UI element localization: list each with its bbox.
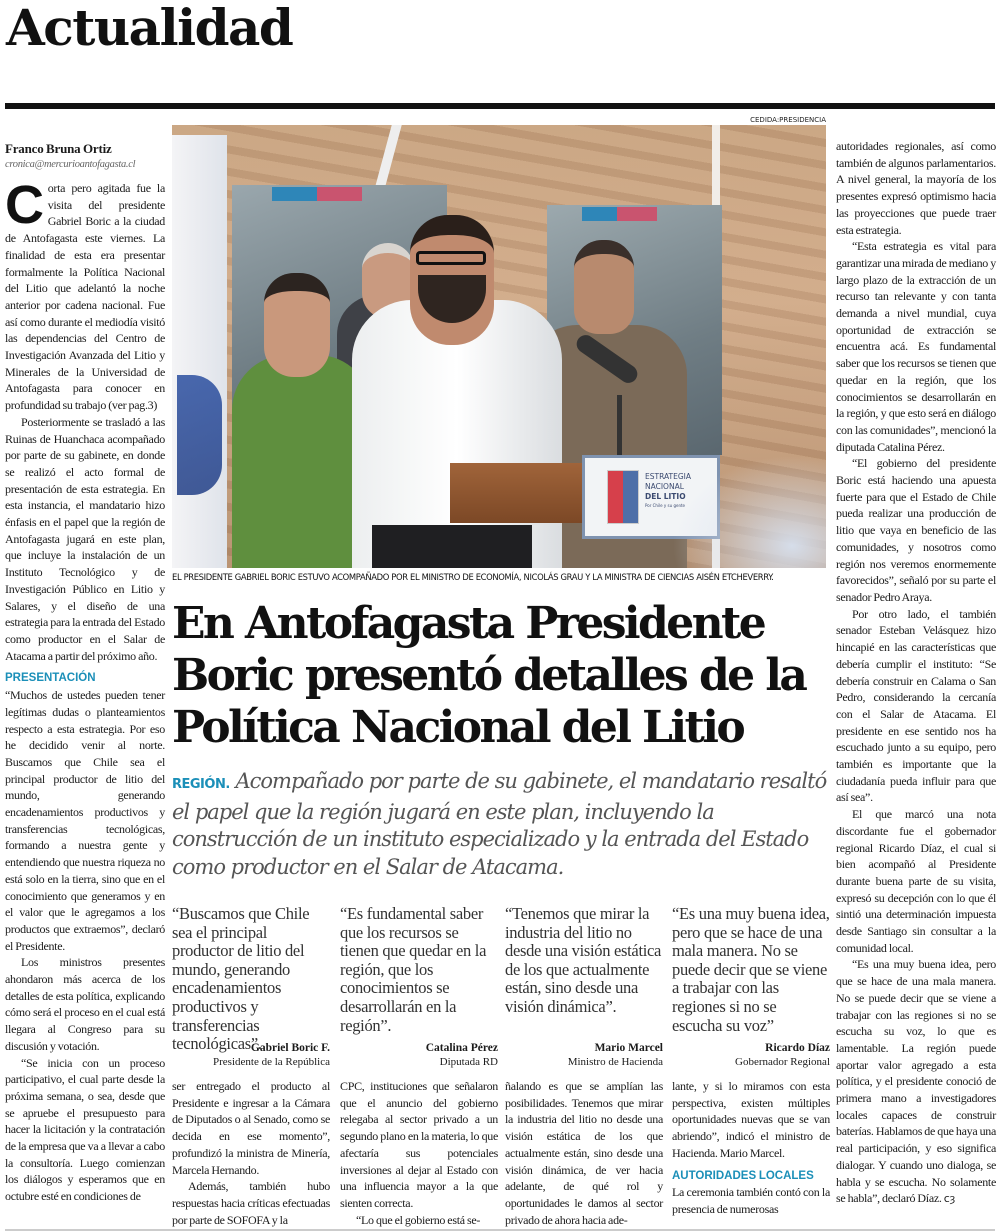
- paragraph: “Lo que el gobierno está se-: [356, 1212, 481, 1227]
- pull-quote: “Es fundamental saber que los recursos s…: [340, 904, 498, 1070]
- paragraph: CPC, instituciones que señalaron que el …: [340, 1079, 498, 1210]
- quote-text: “Buscamos que Chile sea el principal pro…: [172, 904, 310, 1054]
- paragraph: Por otro lado, el también senador Esteba…: [836, 606, 996, 805]
- body-column: ñalando es que se amplían las posibilida…: [505, 1078, 663, 1228]
- deck: REGIÓN. Acompañado por parte de su gabin…: [172, 768, 832, 881]
- quote-name: Mario Marcel: [594, 1042, 663, 1054]
- sign-line: DEL LITIO: [645, 492, 686, 501]
- lithium-logo-icon: [607, 470, 639, 524]
- body-column: lante, y si lo miramos con esta perspect…: [672, 1078, 830, 1218]
- person-head: [264, 273, 330, 377]
- flag-emblem: [177, 375, 222, 495]
- quote-name: Ricardo Díaz: [765, 1042, 830, 1054]
- person-head: [574, 240, 634, 334]
- quote-role: Presidente de la República: [213, 1056, 330, 1068]
- sign-line: ESTRATEGIA: [645, 472, 692, 481]
- quote-role: Ministro de Hacienda: [567, 1056, 663, 1068]
- paragraph: “Es una muy buena idea, pero que se hace…: [836, 956, 996, 1208]
- glasses: [416, 251, 486, 265]
- section-title: Actualidad: [6, 0, 294, 57]
- byline-email[interactable]: cronica@mercurioantofagasta.cl: [5, 159, 136, 170]
- flag: [172, 135, 227, 568]
- quote-text: “Tenemos que mirar la industria del liti…: [505, 904, 662, 1016]
- quote-name: Gabriel Boric F.: [250, 1042, 330, 1054]
- paragraph: lante, y si lo miramos con esta perspect…: [672, 1079, 830, 1160]
- right-column: autoridades regionales, así como también…: [836, 138, 996, 1208]
- quote-attribution: Ricardo Díaz Gobernador Regional: [735, 1041, 830, 1069]
- end-mark-icon: ᴄȝ: [943, 1192, 955, 1206]
- subhead-presentacion: PRESENTACIÓN: [5, 672, 96, 685]
- deck-text: Acompañado por parte de su gabinete, el …: [172, 769, 827, 879]
- paragraph-text: “Es una muy buena idea, pero que se hace…: [836, 957, 996, 1206]
- podium-sign-text: ESTRATEGIA NACIONAL DEL LITIO Por Chile …: [645, 472, 691, 510]
- panel-stripe: [617, 207, 657, 221]
- headline: En Antofagasta Presidente Boric presentó…: [172, 598, 808, 753]
- paragraph: ser entregado el producto al Presidente …: [172, 1079, 330, 1177]
- quote-text: “Es una muy buena idea, pero que se hace…: [672, 904, 830, 1035]
- news-photo: ESTRATEGIA NACIONAL DEL LITIO Por Chile …: [172, 125, 826, 568]
- dropcap: C: [5, 175, 44, 235]
- quote-name: Catalina Pérez: [425, 1042, 498, 1054]
- paragraph: ñalando es que se amplían las posibilida…: [505, 1079, 663, 1227]
- paragraph: Los ministros presentes ahondaron más ac…: [5, 955, 165, 1053]
- quote-attribution: Catalina Pérez Diputada RD: [426, 1041, 498, 1069]
- sign-line: NACIONAL: [645, 482, 684, 491]
- paragraph: Además, también hubo respuestas hacia cr…: [172, 1179, 330, 1227]
- pull-quote: “Tenemos que mirar la industria del liti…: [505, 904, 663, 1070]
- blurred-foreground: [672, 455, 826, 568]
- podium: [450, 463, 590, 523]
- top-rule-divider: [5, 103, 995, 109]
- sign-tagline: Por Chile y su gente: [645, 503, 686, 508]
- quote-attribution: Gabriel Boric F. Presidente de la Repúbli…: [213, 1041, 330, 1069]
- deck-label: REGIÓN.: [172, 777, 230, 792]
- paragraph: “Muchos de ustedes pueden tener legítima…: [5, 688, 165, 953]
- photo-caption: EL PRESIDENTE GABRIEL BORIC ESTUVO ACOMP…: [172, 572, 774, 582]
- paragraph: La ceremonia también contó con la presen…: [672, 1185, 830, 1216]
- quote-role: Diputada RD: [439, 1056, 498, 1068]
- body-column: ser entregado el producto al Presidente …: [172, 1078, 330, 1228]
- panel-stripe: [317, 187, 362, 201]
- quote-text: “Es fundamental saber que los recursos s…: [340, 904, 487, 1035]
- bottom-rule-divider: [5, 1229, 995, 1231]
- quote-attribution: Mario Marcel Ministro de Hacienda: [568, 1041, 663, 1069]
- byline-author: Franco Bruna Ortiz: [5, 141, 112, 156]
- panel-stripe: [272, 187, 317, 201]
- person-minister-ciencias: [232, 355, 372, 568]
- photo-credit: CEDIDA:PRESIDENCIA: [750, 116, 826, 124]
- paragraph: El que marcó una nota discordante fue el…: [836, 807, 996, 955]
- quote-role: Gobernador Regional: [735, 1056, 830, 1068]
- paragraph: “El gobierno del presidente Boric está h…: [836, 456, 996, 604]
- trousers: [372, 525, 532, 568]
- pull-quote: “Buscamos que Chile sea el principal pro…: [172, 904, 330, 1070]
- paragraph: “Se inicia con un proceso participativo,…: [5, 1055, 165, 1204]
- left-column: Franco Bruna Ortiz cronica@mercurioantof…: [5, 140, 165, 1205]
- paragraph: Posteriormente se trasladó a las Ruinas …: [5, 414, 165, 663]
- subhead-autoridades-locales: AUTORIDADES LOCALES: [672, 1169, 814, 1182]
- paragraph-text: orta pero agitada fue la visita del pres…: [5, 181, 165, 413]
- pull-quote: “Es una muy buena idea, pero que se hace…: [672, 904, 830, 1070]
- panel-stripe: [582, 207, 617, 221]
- paragraph: “Esta estrategia es vital para garantiza…: [836, 239, 996, 454]
- mic-stand: [617, 395, 622, 465]
- body-column: CPC, instituciones que señalaron que el …: [340, 1078, 498, 1228]
- paragraph: autoridades regionales, así como también…: [836, 139, 996, 237]
